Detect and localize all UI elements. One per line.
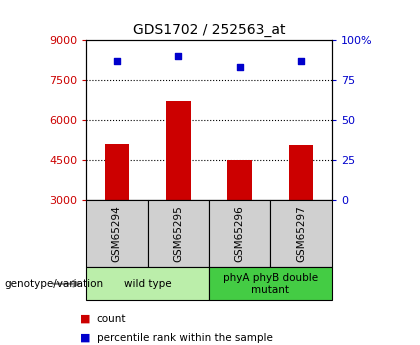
Text: ■: ■	[80, 314, 90, 324]
Bar	[105, 144, 129, 280]
Text: percentile rank within the sample: percentile rank within the sample	[97, 333, 273, 343]
Bar	[209, 267, 332, 300]
Text: wild type: wild type	[124, 279, 171, 289]
Bar	[270, 200, 332, 267]
Point	[298, 58, 304, 63]
Point	[113, 58, 120, 63]
Text: GSM65294: GSM65294	[112, 205, 122, 262]
Bar	[166, 101, 191, 280]
Bar	[227, 160, 252, 280]
Bar	[289, 145, 313, 280]
Text: phyA phyB double
mutant: phyA phyB double mutant	[223, 273, 318, 295]
Point	[175, 53, 181, 58]
Text: genotype/variation: genotype/variation	[4, 279, 103, 289]
Title: GDS1702 / 252563_at: GDS1702 / 252563_at	[133, 23, 285, 37]
Text: GSM65295: GSM65295	[173, 205, 183, 262]
Text: GSM65297: GSM65297	[296, 205, 306, 262]
Text: count: count	[97, 314, 126, 324]
Bar	[86, 200, 147, 267]
Text: GSM65296: GSM65296	[235, 205, 245, 262]
Bar	[147, 200, 209, 267]
Bar	[209, 200, 270, 267]
Point	[236, 64, 243, 70]
Bar	[86, 267, 209, 300]
Text: ■: ■	[80, 333, 90, 343]
